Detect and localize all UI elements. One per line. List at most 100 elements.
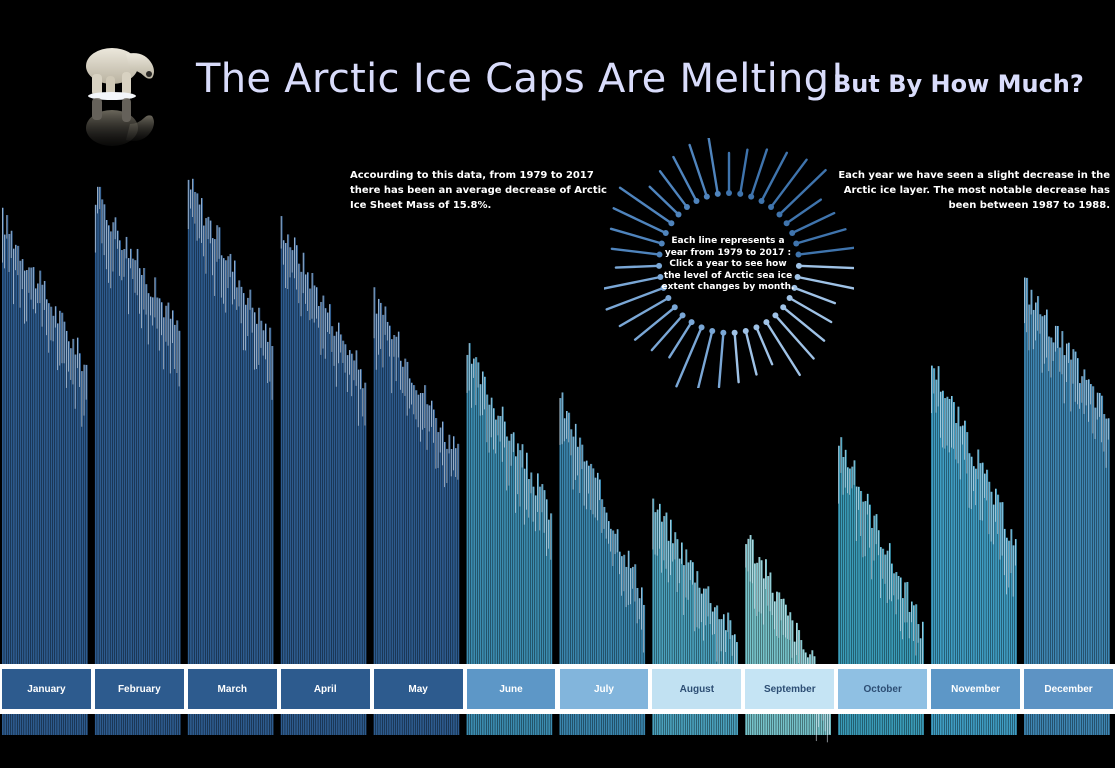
bar[interactable] — [948, 398, 951, 735]
bar[interactable] — [203, 225, 206, 735]
year-spoke-dot[interactable] — [753, 324, 760, 331]
tab-may[interactable]: May — [371, 667, 465, 711]
bar[interactable] — [756, 562, 759, 735]
bar[interactable] — [689, 560, 692, 735]
bar[interactable] — [860, 490, 863, 735]
bar[interactable] — [946, 396, 949, 735]
bar[interactable] — [534, 495, 537, 735]
bar[interactable] — [997, 494, 1000, 735]
year-spoke-2011[interactable] — [612, 207, 669, 236]
tab-december[interactable]: December — [1022, 667, 1115, 711]
bar[interactable] — [373, 287, 376, 735]
bar[interactable] — [63, 321, 66, 735]
bar[interactable] — [574, 423, 577, 735]
bar[interactable] — [851, 466, 854, 735]
year-spoke-dot[interactable] — [768, 204, 775, 211]
bar[interactable] — [258, 307, 261, 735]
bar[interactable] — [1052, 342, 1055, 735]
bar[interactable] — [119, 240, 121, 735]
bar[interactable] — [48, 303, 51, 735]
bar[interactable] — [1035, 302, 1037, 735]
bar[interactable] — [46, 299, 48, 735]
bar[interactable] — [652, 498, 655, 735]
year-spoke-dot[interactable] — [675, 211, 682, 218]
bar[interactable] — [417, 394, 420, 735]
bar[interactable] — [475, 357, 478, 735]
bar[interactable] — [957, 406, 960, 735]
bar[interactable] — [506, 436, 509, 735]
year-spoke-dot[interactable] — [742, 327, 749, 334]
bar[interactable] — [302, 252, 305, 735]
bar[interactable] — [154, 277, 157, 735]
bar[interactable] — [1054, 325, 1057, 735]
bar[interactable] — [1046, 309, 1048, 735]
bar[interactable] — [570, 429, 573, 735]
year-spoke-1995[interactable] — [763, 319, 801, 377]
bar[interactable] — [307, 272, 310, 735]
bar[interactable] — [495, 419, 498, 735]
bar[interactable] — [220, 255, 223, 735]
bar[interactable] — [114, 217, 117, 736]
year-spoke-dot[interactable] — [693, 198, 700, 205]
bar[interactable] — [512, 432, 515, 735]
year-spoke-1979[interactable] — [726, 151, 732, 196]
bar[interactable] — [1024, 277, 1026, 735]
bar[interactable] — [214, 239, 217, 735]
bar[interactable] — [101, 199, 104, 735]
year-spoke-line[interactable] — [604, 275, 662, 290]
bar[interactable] — [466, 354, 469, 735]
bar[interactable] — [201, 198, 203, 735]
bar[interactable] — [76, 337, 79, 735]
bar[interactable] — [400, 360, 402, 735]
bar[interactable] — [79, 353, 81, 735]
bar[interactable] — [886, 550, 889, 735]
bar[interactable] — [1026, 277, 1029, 735]
year-spoke-1980[interactable] — [737, 148, 749, 197]
bar[interactable] — [621, 556, 624, 735]
bar[interactable] — [192, 178, 195, 735]
bar[interactable] — [6, 215, 9, 735]
bar[interactable] — [588, 465, 590, 735]
year-spoke-2003[interactable] — [650, 312, 686, 352]
bar[interactable] — [346, 355, 349, 735]
bar[interactable] — [973, 466, 975, 735]
bar[interactable] — [526, 452, 528, 735]
year-spoke-2005[interactable] — [618, 295, 672, 328]
bar[interactable] — [694, 582, 697, 735]
bar[interactable] — [280, 216, 283, 736]
bar[interactable] — [327, 312, 329, 735]
year-spoke-line[interactable] — [668, 320, 693, 359]
bar[interactable] — [397, 331, 400, 735]
bar[interactable] — [858, 486, 860, 735]
bar[interactable] — [561, 392, 564, 735]
bar[interactable] — [253, 312, 256, 735]
bar[interactable] — [698, 587, 701, 735]
bar[interactable] — [893, 573, 896, 735]
bar[interactable] — [457, 443, 460, 735]
tab-march[interactable]: March — [185, 667, 279, 711]
bar[interactable] — [962, 425, 964, 735]
bar[interactable] — [305, 274, 307, 735]
bar[interactable] — [121, 250, 124, 735]
bar[interactable] — [614, 533, 617, 735]
bar[interactable] — [683, 565, 686, 735]
bar[interactable] — [240, 286, 243, 735]
bar[interactable] — [83, 364, 86, 735]
year-spoke-2009[interactable] — [610, 247, 663, 258]
bar[interactable] — [37, 283, 40, 735]
bar[interactable] — [568, 412, 571, 735]
bar[interactable] — [661, 521, 664, 735]
bar[interactable] — [882, 548, 885, 735]
bar[interactable] — [955, 423, 958, 735]
year-spoke-line[interactable] — [788, 296, 833, 324]
bar[interactable] — [21, 259, 24, 735]
bar[interactable] — [477, 362, 480, 735]
bar[interactable] — [256, 323, 258, 735]
bar[interactable] — [583, 461, 586, 735]
year-spoke-line[interactable] — [782, 306, 826, 342]
bar[interactable] — [519, 450, 522, 735]
bar[interactable] — [103, 204, 106, 735]
bar[interactable] — [10, 230, 13, 735]
bar[interactable] — [687, 562, 690, 735]
bar[interactable] — [1048, 336, 1051, 736]
